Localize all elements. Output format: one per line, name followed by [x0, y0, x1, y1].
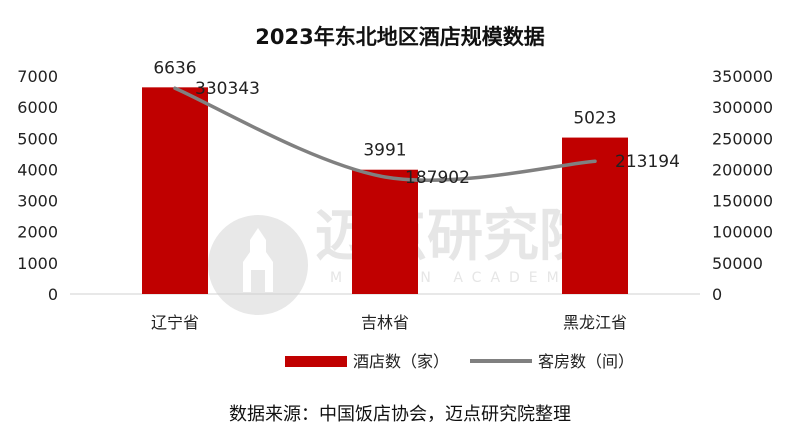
- bar-data-label: 5023: [573, 109, 616, 129]
- right-axis-tick-label: 0: [712, 285, 722, 304]
- bar: [352, 169, 418, 294]
- left-axis-tick-label: 7000: [17, 67, 58, 86]
- line-data-label: 213194: [615, 152, 680, 172]
- line-data-label: 187902: [405, 168, 470, 188]
- left-axis-tick-label: 1000: [17, 254, 58, 273]
- right-axis-tick-label: 50000: [712, 254, 763, 273]
- right-axis-tick-label: 100000: [712, 223, 773, 242]
- line-series: [173, 86, 597, 182]
- chart-title: 2023年东北地区酒店规模数据: [255, 25, 544, 49]
- left-axis: 0 1000 2000 3000 4000 5000 6000 7000: [17, 67, 58, 304]
- category-label: 辽宁省: [151, 313, 199, 332]
- bar: [142, 87, 208, 294]
- watermark-logo-icon: [208, 215, 308, 315]
- line-data-labels: 330343 187902 213194: [195, 79, 680, 188]
- right-axis-tick-label: 350000: [712, 67, 773, 86]
- legend-bar-swatch: [285, 356, 347, 367]
- bar-data-label: 6636: [153, 58, 196, 78]
- legend-line-label: 客房数（间）: [538, 352, 634, 371]
- bar-data-label: 3991: [363, 141, 406, 161]
- line-path: [173, 86, 597, 182]
- right-axis-tick-label: 150000: [712, 192, 773, 211]
- category-label: 吉林省: [361, 313, 409, 332]
- legend: 酒店数（家） 客房数（间）: [285, 352, 634, 371]
- left-axis-tick-label: 5000: [17, 129, 58, 148]
- left-axis-tick-label: 3000: [17, 192, 58, 211]
- right-axis-tick-label: 300000: [712, 98, 773, 117]
- bar-data-labels: 6636 3991 5023: [153, 58, 616, 160]
- left-axis-tick-label: 6000: [17, 98, 58, 117]
- category-label: 黑龙江省: [563, 313, 627, 332]
- legend-bar-label: 酒店数（家）: [353, 352, 449, 371]
- category-labels: 辽宁省 吉林省 黑龙江省: [151, 313, 627, 332]
- left-axis-tick-label: 4000: [17, 160, 58, 179]
- line-data-label: 330343: [195, 79, 260, 99]
- source-note: 数据来源：中国饭店协会，迈点研究院整理: [229, 404, 571, 425]
- left-axis-tick-label: 0: [48, 285, 58, 304]
- right-axis-tick-label: 250000: [712, 129, 773, 148]
- right-axis: 0 50000 100000 150000 200000 250000 300000 3500…: [712, 67, 773, 304]
- right-axis-tick-label: 200000: [712, 160, 773, 179]
- bar-series: [142, 87, 628, 294]
- left-axis-tick-label: 2000: [17, 223, 58, 242]
